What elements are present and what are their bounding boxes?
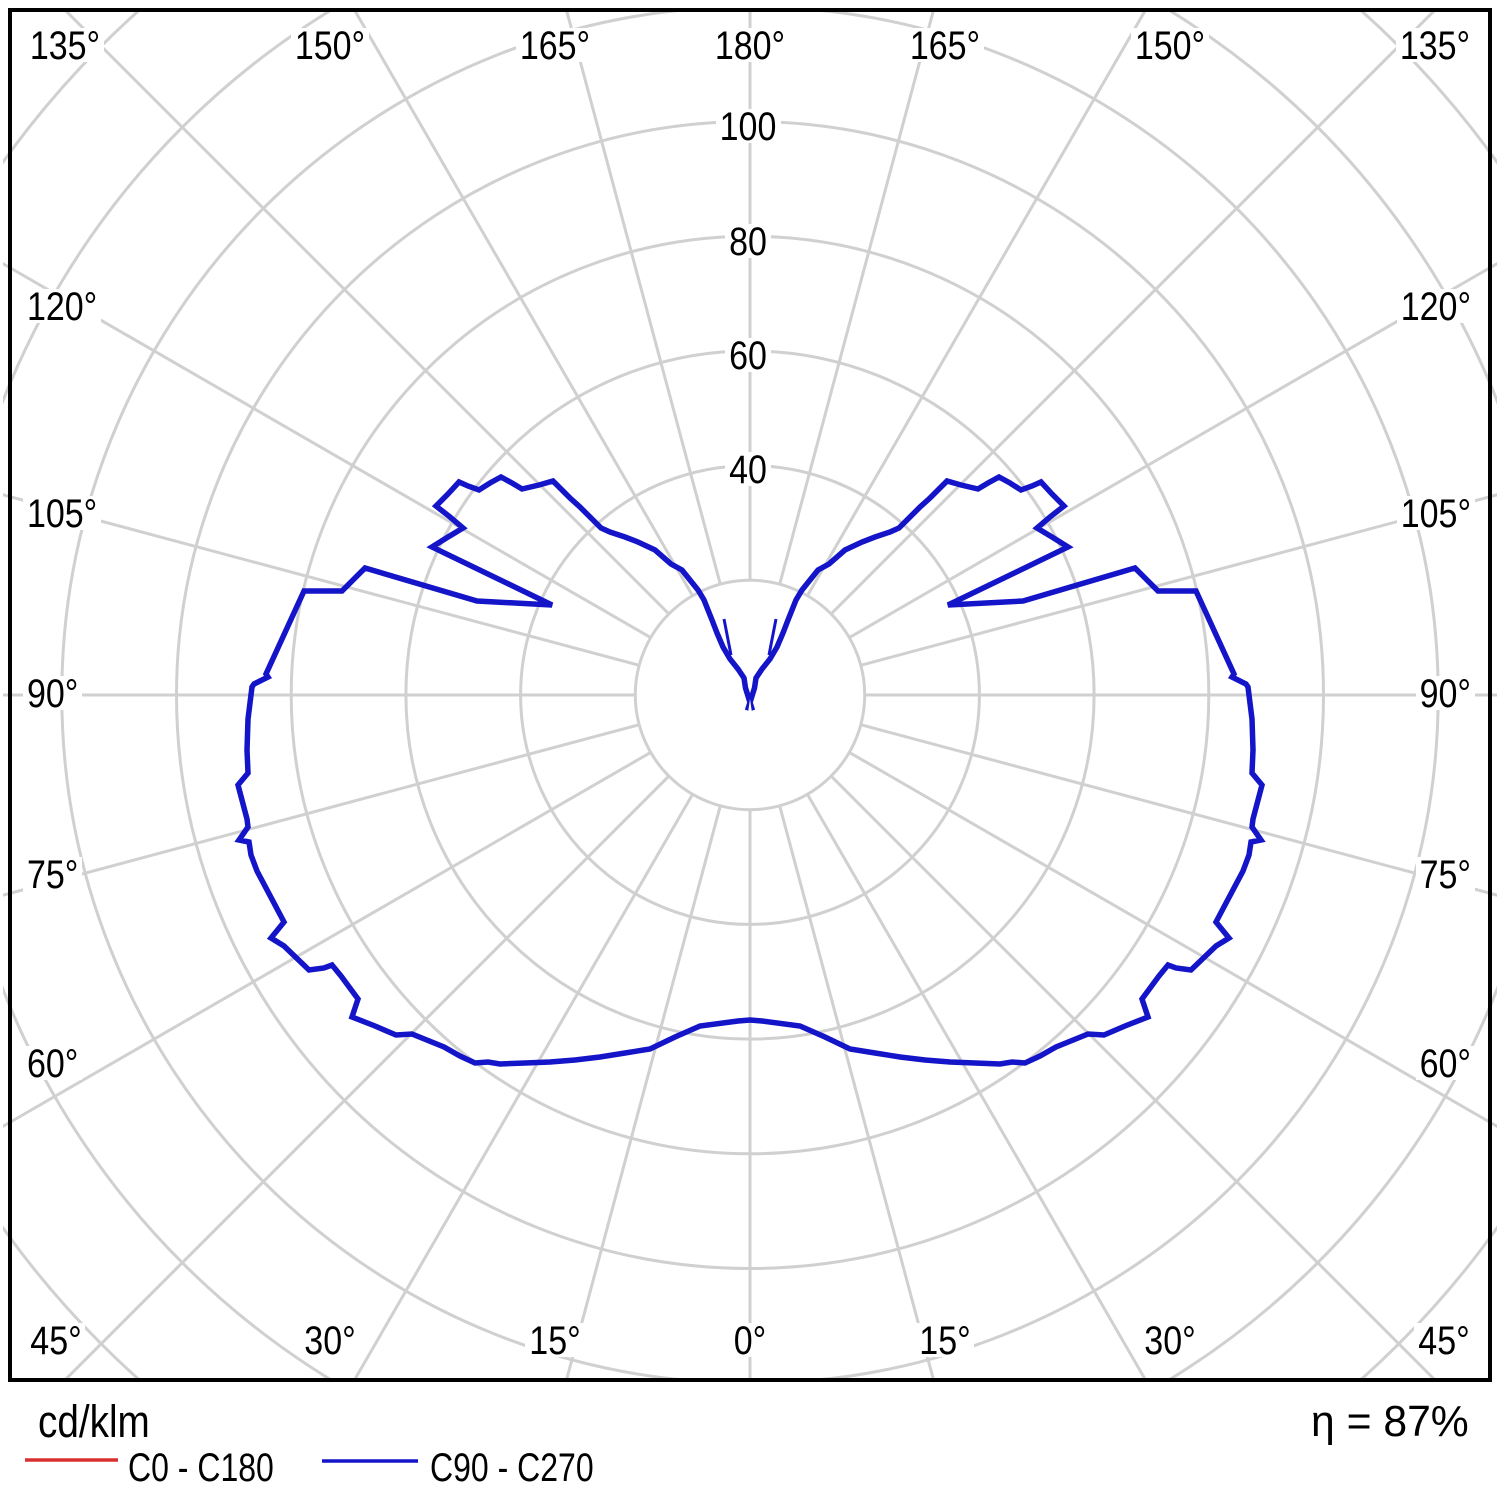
svg-text:45°: 45° bbox=[30, 1318, 81, 1363]
svg-text:135°: 135° bbox=[1400, 23, 1470, 68]
svg-text:75°: 75° bbox=[1420, 852, 1471, 897]
svg-text:75°: 75° bbox=[27, 852, 78, 897]
svg-text:80: 80 bbox=[729, 219, 767, 264]
svg-text:40: 40 bbox=[729, 447, 767, 492]
svg-text:15°: 15° bbox=[529, 1318, 580, 1363]
svg-text:90°: 90° bbox=[1420, 671, 1471, 716]
svg-text:165°: 165° bbox=[910, 23, 980, 68]
svg-text:60°: 60° bbox=[1420, 1041, 1471, 1086]
svg-text:60°: 60° bbox=[27, 1041, 78, 1086]
svg-text:90°: 90° bbox=[27, 671, 78, 716]
svg-text:30°: 30° bbox=[304, 1318, 355, 1363]
svg-text:cd/klm: cd/klm bbox=[38, 1396, 150, 1446]
svg-text:150°: 150° bbox=[1135, 23, 1205, 68]
svg-text:135°: 135° bbox=[30, 23, 100, 68]
svg-text:105°: 105° bbox=[27, 491, 97, 536]
svg-text:165°: 165° bbox=[520, 23, 590, 68]
svg-text:60: 60 bbox=[729, 333, 767, 378]
svg-text:105°: 105° bbox=[1401, 491, 1471, 536]
svg-text:η = 87%: η = 87% bbox=[1311, 1397, 1469, 1446]
svg-text:120°: 120° bbox=[27, 284, 97, 329]
svg-text:45°: 45° bbox=[1418, 1318, 1469, 1363]
svg-text:C0 - C180: C0 - C180 bbox=[128, 1445, 274, 1490]
svg-text:100: 100 bbox=[720, 104, 777, 149]
svg-text:0°: 0° bbox=[734, 1318, 767, 1363]
svg-text:15°: 15° bbox=[919, 1318, 970, 1363]
svg-text:C90 - C270: C90 - C270 bbox=[430, 1445, 594, 1490]
svg-text:150°: 150° bbox=[295, 23, 365, 68]
svg-text:30°: 30° bbox=[1144, 1318, 1195, 1363]
svg-text:180°: 180° bbox=[715, 23, 785, 68]
svg-text:120°: 120° bbox=[1401, 284, 1471, 329]
